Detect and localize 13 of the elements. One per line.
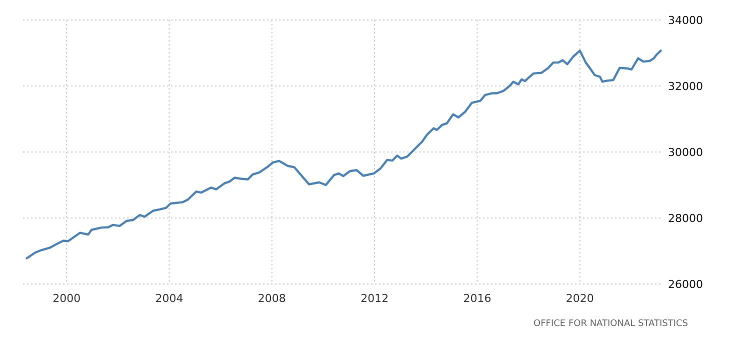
x-tick-label: 2012 — [360, 292, 389, 305]
y-tick-label: 28000 — [668, 212, 703, 225]
text: OFFICE FOR NATIONAL STATISTICS — [534, 319, 688, 329]
x-tick-label: 2008 — [258, 292, 286, 305]
y-tick-label: 34000 — [668, 14, 703, 27]
x-tick-label: 2016 — [463, 292, 492, 305]
x-tick-label: 2000 — [52, 292, 81, 305]
x-tick-label: 2004 — [155, 292, 184, 305]
y-tick-label: 32000 — [668, 80, 703, 93]
line-series — [26, 50, 662, 260]
y-tick-label: 30000 — [668, 146, 703, 159]
x-tick-label: 2020 — [566, 292, 594, 305]
y-tick-label: 26000 — [668, 278, 703, 291]
